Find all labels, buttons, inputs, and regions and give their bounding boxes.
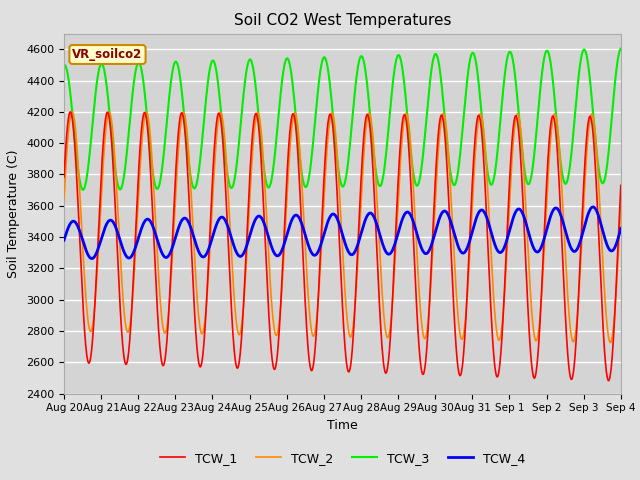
TCW_3 — [298, 171, 306, 177]
TCW_2 — [617, 203, 625, 209]
TCW_4 — [606, 248, 614, 253]
TCW_1 — [606, 372, 614, 378]
Line: TCW_3: TCW_3 — [64, 48, 621, 190]
TCW_1 — [298, 228, 306, 234]
Y-axis label: Soil Temperature (C): Soil Temperature (C) — [8, 149, 20, 278]
TCW_2 — [546, 144, 554, 149]
TCW_2 — [124, 329, 132, 335]
TCW_4 — [124, 255, 132, 261]
Text: VR_soilco2: VR_soilco2 — [72, 48, 143, 61]
TCW_4 — [546, 215, 554, 221]
Line: TCW_2: TCW_2 — [64, 112, 621, 343]
TCW_2 — [298, 180, 306, 186]
X-axis label: Time: Time — [327, 419, 358, 432]
TCW_4 — [88, 256, 96, 262]
TCW_1 — [546, 128, 554, 133]
TCW_1 — [124, 357, 132, 362]
Title: Soil CO2 West Temperatures: Soil CO2 West Temperatures — [234, 13, 451, 28]
Legend: TCW_1, TCW_2, TCW_3, TCW_4: TCW_1, TCW_2, TCW_3, TCW_4 — [155, 447, 530, 469]
TCW_2 — [606, 339, 614, 345]
TCW_4 — [589, 204, 596, 210]
TCW_1 — [60, 174, 68, 180]
TCW_3 — [124, 141, 132, 147]
TCW_2 — [274, 329, 282, 335]
TCW_4 — [60, 237, 68, 243]
TCW_3 — [546, 57, 554, 62]
TCW_1 — [67, 109, 74, 115]
TCW_2 — [607, 340, 614, 346]
Line: TCW_4: TCW_4 — [64, 207, 621, 259]
TCW_2 — [157, 304, 164, 310]
Line: TCW_1: TCW_1 — [64, 112, 621, 381]
TCW_3 — [79, 187, 87, 193]
TCW_4 — [298, 221, 306, 227]
TCW_4 — [274, 253, 282, 259]
TCW_1 — [617, 182, 625, 188]
TCW_1 — [157, 352, 164, 358]
TCW_1 — [274, 348, 282, 354]
TCW_3 — [157, 175, 164, 181]
TCW_3 — [606, 134, 614, 140]
TCW_3 — [60, 62, 68, 68]
TCW_2 — [68, 109, 76, 115]
TCW_1 — [605, 378, 612, 384]
TCW_3 — [274, 122, 282, 128]
TCW_4 — [617, 226, 625, 231]
TCW_4 — [157, 247, 164, 253]
TCW_3 — [617, 46, 625, 51]
TCW_2 — [60, 197, 68, 203]
